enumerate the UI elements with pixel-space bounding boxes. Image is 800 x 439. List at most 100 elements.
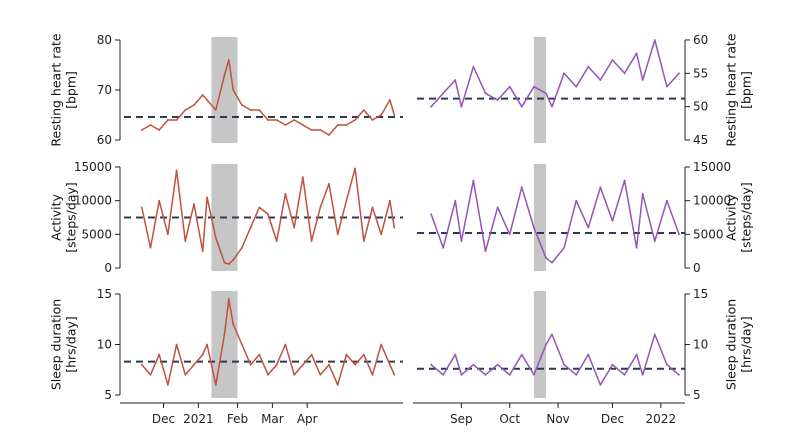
panel-left-top-point <box>393 114 396 116</box>
panel-left-bottom-xtick-label: Mar <box>261 412 284 426</box>
panel-left-bottom-point <box>371 373 374 376</box>
panel-left-bottom-point <box>201 353 204 356</box>
panel-right-middle-ytick-label: 5000 <box>693 227 724 241</box>
panel-left-middle-point <box>284 193 287 195</box>
panel-left-bottom-point <box>232 323 235 326</box>
panel-right-top-point <box>520 105 523 108</box>
panel-left-bottom-point <box>184 373 187 376</box>
panel-right-top-point <box>460 105 463 108</box>
panel-right-middle-point <box>623 179 626 182</box>
panel-right-top-point <box>563 72 566 75</box>
panel-right-top-point <box>430 105 433 108</box>
panel-right-top-point <box>623 72 626 75</box>
panel-right-bottom-point <box>520 353 523 356</box>
panel-left-bottom-point <box>249 363 252 366</box>
panel-left-middle-point <box>175 169 178 172</box>
panel-left-middle-series-line <box>141 167 396 265</box>
panel-right-middle-point <box>653 240 656 242</box>
panel-left-bottom-point <box>354 363 357 366</box>
panel-left-bottom-point <box>345 353 348 356</box>
panel-right-bottom-point <box>551 333 553 336</box>
panel-left-middle-point <box>201 250 204 253</box>
panel-left-top-series-line <box>141 59 396 136</box>
panel-right-middle-point <box>460 240 463 242</box>
panel-left-middle-ytick-label: 0 <box>104 261 112 275</box>
panel-left-bottom-point <box>328 363 330 366</box>
panel-right-bottom-point <box>665 363 668 366</box>
panel-left-bottom-xtick-label: Feb <box>227 412 248 426</box>
panel-left-bottom-point <box>193 363 195 366</box>
panel-left-middle-point <box>227 263 230 265</box>
panel-right-middle-point <box>520 186 523 189</box>
panel-left-bottom-point <box>319 373 322 376</box>
panel-left-top-point <box>362 109 365 111</box>
panel-right-middle-ytick-label: 15000 <box>693 160 731 174</box>
panel-left-bottom-point <box>206 343 208 346</box>
panel-left-top-point <box>140 129 143 131</box>
panel-right-middle-point <box>545 257 547 259</box>
panel-right-top-point <box>496 99 499 101</box>
panel-right-middle-event-band <box>533 164 546 271</box>
panel-left-middle-point <box>293 226 296 229</box>
panel-right-middle-ylabel: Activity [steps/day] <box>724 182 754 253</box>
panel-right-middle-point <box>472 179 475 182</box>
panel-left-top-point <box>158 129 161 131</box>
panel-left-middle-point <box>258 206 261 209</box>
panel-right-top-point <box>575 85 578 88</box>
panel-right-bottom-point <box>430 363 433 366</box>
panel-left-bottom-xtick-label: 2021 <box>183 412 214 426</box>
panel-left-bottom-point <box>214 384 217 386</box>
panel-left-top-point <box>149 124 152 126</box>
panel-right-top-point <box>611 59 614 61</box>
panel-left-bottom-ytick-label: 10 <box>97 338 112 352</box>
panel-right-bottom-point <box>532 373 535 376</box>
panel-right-middle-point <box>611 219 614 222</box>
panel-right-bottom-point <box>635 353 638 356</box>
panel-right-top-ytick-label: 45 <box>693 133 708 147</box>
panel-left-middle-ytick-label: 10000 <box>74 194 112 208</box>
panel-right-middle-point <box>484 250 487 253</box>
panel-right-top-point <box>442 92 445 95</box>
panel-right-top-point <box>587 65 590 68</box>
panel-left-top-point <box>354 119 357 121</box>
panel-right-middle-point <box>496 206 499 209</box>
panel-left-bottom-point <box>293 373 296 376</box>
panel-left-middle-point <box>301 176 304 179</box>
panel-right-middle-point <box>454 199 457 202</box>
panel-left-top-point <box>166 119 169 121</box>
panel-left-top-ylabel: Resting heart rate [bpm] <box>49 33 79 147</box>
panel-right-bottom-point <box>653 333 656 336</box>
panel-right-middle-point <box>442 246 445 249</box>
panel-left-top-point <box>389 99 391 101</box>
panel-left-top-ylabel-line: [bpm] <box>64 71 79 109</box>
panel-left-bottom-point <box>267 373 269 376</box>
panel-right-bottom-xtick-label: Sep <box>450 412 473 426</box>
panel-left-middle-point <box>166 233 169 236</box>
panel-right-top-ytick-label: 60 <box>693 33 708 47</box>
panel-left-bottom-point <box>389 363 391 366</box>
panel-right-middle-point <box>575 199 578 202</box>
panel-left-top-ytick-label: 80 <box>97 33 112 47</box>
panel-right-bottom-point <box>623 373 626 376</box>
panel-left-bottom-point <box>166 384 169 386</box>
panel-right-top-point <box>665 85 668 88</box>
panel-left-top-point <box>371 119 374 121</box>
panel-left-middle-point <box>371 206 374 209</box>
panel-right-bottom-point <box>454 353 457 356</box>
panel-left-middle-point <box>310 240 313 242</box>
panel-left-middle-point <box>319 206 322 209</box>
panel-right-top-point <box>472 65 475 68</box>
panel-right-middle-ytick-label: 10000 <box>693 194 731 208</box>
panel-right-bottom-ytick-label: 15 <box>693 287 708 301</box>
panel-left-bottom-point <box>258 353 261 356</box>
panel-left-middle-ytick-label: 5000 <box>81 227 112 241</box>
panel-right-middle-point <box>678 233 680 236</box>
panel-right-bottom-point <box>484 373 487 376</box>
panel-left-bottom-point <box>227 298 230 300</box>
panel-left-middle-ylabel: Activity [steps/day] <box>49 182 79 253</box>
panel-left-bottom-point <box>336 384 339 386</box>
panel-right-middle-point <box>563 246 566 249</box>
panel-left-top-point <box>336 124 339 126</box>
panel-left-middle-point <box>380 233 383 236</box>
panel-left-bottom-point <box>301 363 304 366</box>
